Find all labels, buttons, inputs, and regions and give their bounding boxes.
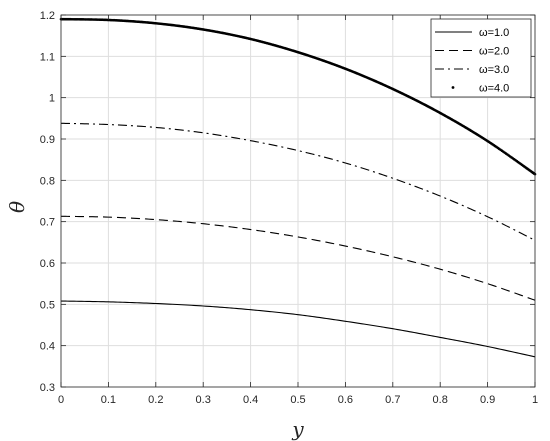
series-line — [60, 122, 536, 241]
legend-entry: ω=1.0 — [435, 27, 509, 39]
x-tick-label: 0.7 — [385, 394, 400, 406]
x-tick-label: 0.5 — [290, 394, 305, 406]
legend-label: ω=3.0 — [479, 64, 509, 76]
x-tick-label: 0.4 — [243, 394, 258, 406]
y-tick-label: 0.9 — [40, 134, 55, 146]
series-line — [60, 215, 536, 301]
y-tick-label: 1 — [49, 93, 55, 105]
y-tick-label: 0.6 — [40, 258, 55, 270]
x-tick-label: 0.3 — [196, 394, 211, 406]
x-tick-label: 0.8 — [433, 394, 448, 406]
x-tick-label: 0.6 — [338, 394, 353, 406]
x-tick-label: 1 — [532, 394, 538, 406]
legend-entry: ω=4.0 — [451, 83, 509, 95]
y-axis-label: θ — [5, 201, 29, 213]
y-tick-label: 0.7 — [40, 217, 55, 229]
legend: ω=1.0 ω=2.0 ω=3.0 ω=4.0 — [430, 18, 532, 98]
legend-label: ω=2.0 — [479, 46, 509, 58]
axes — [60, 14, 536, 388]
y-tick-label: 0.3 — [40, 382, 55, 394]
x-tick-label: 0 — [58, 394, 64, 406]
x-tick-label: 0.9 — [480, 394, 495, 406]
x-tick-label: 0.1 — [101, 394, 116, 406]
series-1 — [60, 300, 536, 358]
series-2 — [60, 215, 536, 301]
series-lines — [59, 17, 537, 358]
y-tick-label: 0.8 — [40, 175, 55, 187]
legend-swatch — [451, 86, 455, 89]
y-tick-label: 0.5 — [40, 299, 55, 311]
legend-entry: ω=2.0 — [435, 46, 509, 58]
legend-label: ω=4.0 — [479, 83, 509, 95]
series-3 — [60, 122, 536, 241]
tick-labels: 0 0.1 0.2 0.3 0.4 0.5 0.6 0.7 0.8 0.9 1 0.3 0.4 0.5 0.… — [40, 10, 538, 406]
legend-label: ω=1.0 — [479, 27, 509, 39]
series-line — [60, 300, 536, 358]
y-tick-label: 1.1 — [40, 51, 55, 63]
legend-entry: ω=3.0 — [435, 64, 509, 76]
y-tick-label: 1.2 — [40, 10, 55, 22]
series-4 — [59, 17, 537, 176]
y-tick-label: 0.4 — [40, 341, 55, 353]
x-tick-label: 0.2 — [148, 394, 163, 406]
x-axis-label: y — [291, 417, 304, 441]
